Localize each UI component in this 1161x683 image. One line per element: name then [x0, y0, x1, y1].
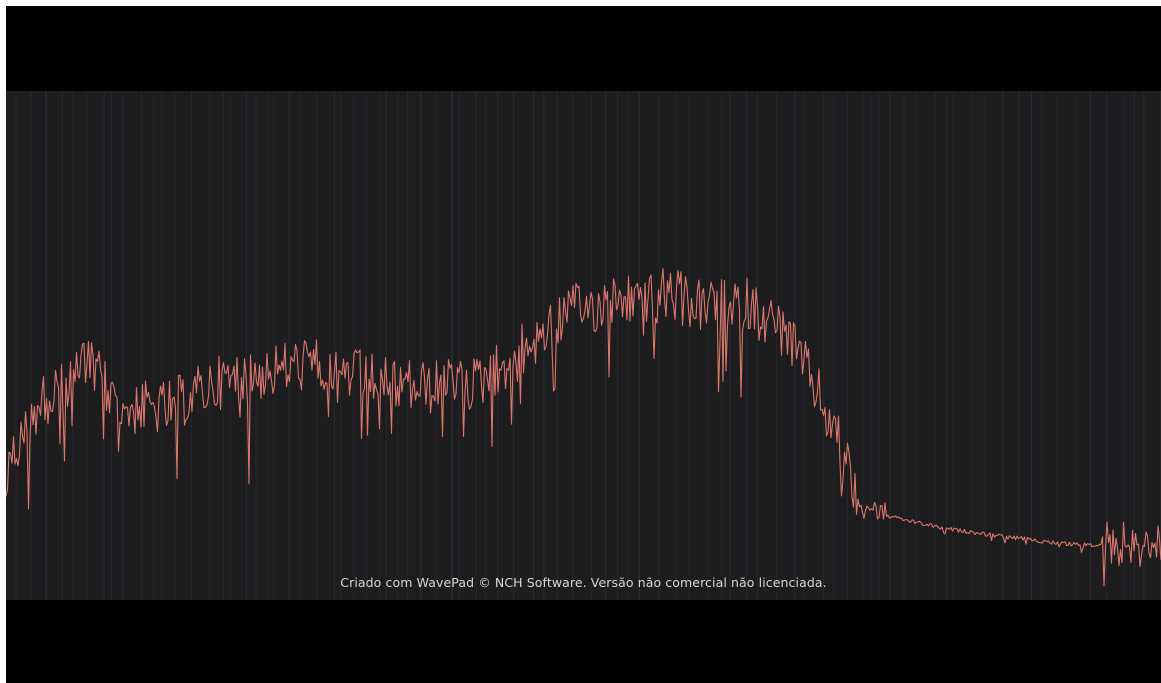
letterbox-top-bar: [6, 6, 1161, 91]
letterbox-bottom-bar: [6, 600, 1161, 683]
video-frame[interactable]: Criado com WavePad © NCH Software. Versã…: [6, 6, 1161, 683]
frequency-waveform: [6, 268, 1161, 587]
watermark-text: Criado com WavePad © NCH Software. Versã…: [340, 575, 827, 590]
frequency-grid-lines: [15, 91, 1161, 600]
spectrum-graph: [6, 91, 1161, 600]
spectrum-visualization: Criado com WavePad © NCH Software. Versã…: [6, 91, 1161, 600]
